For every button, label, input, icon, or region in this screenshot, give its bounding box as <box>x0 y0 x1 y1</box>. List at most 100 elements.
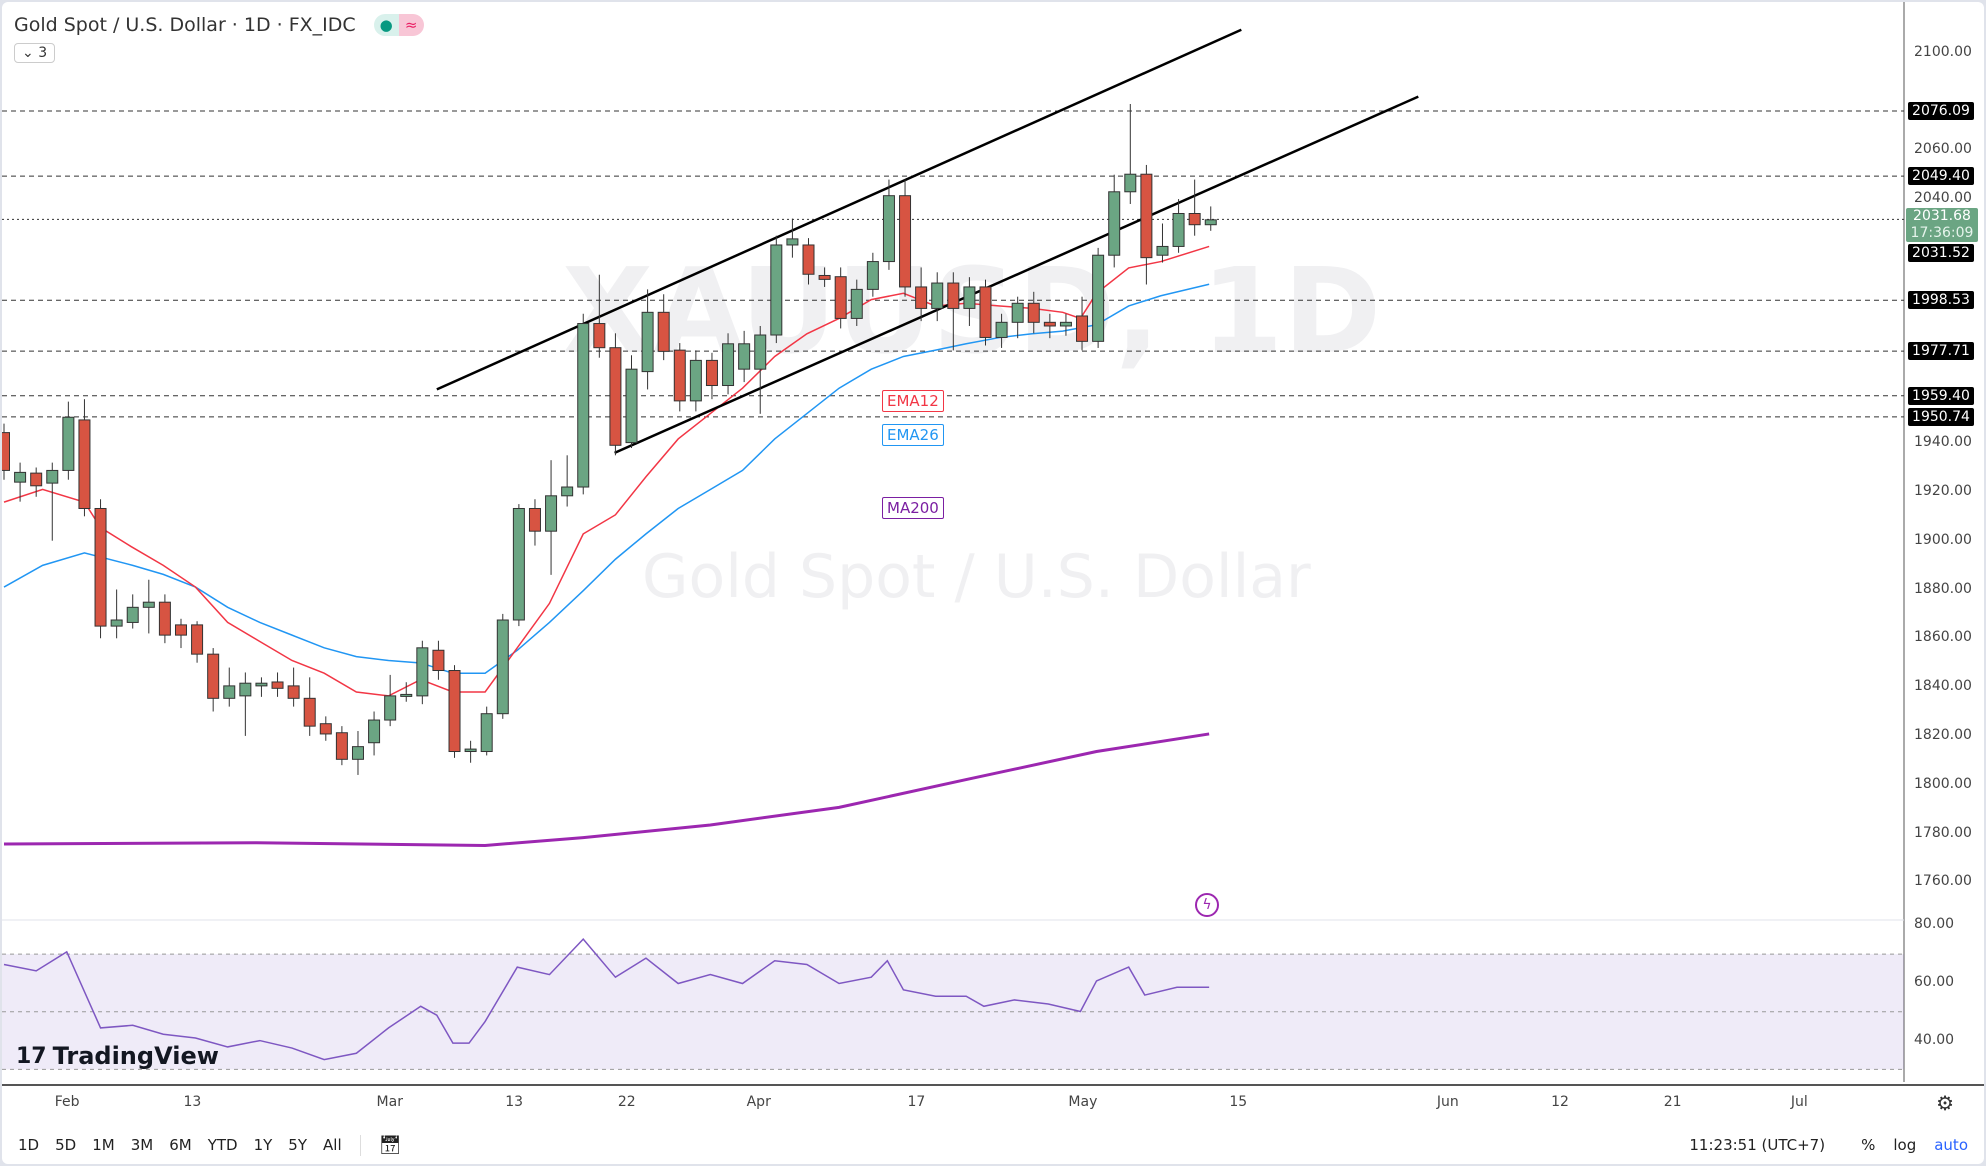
candle-down <box>158 601 171 636</box>
level-price-label: 2049.40 <box>1908 167 1974 186</box>
rsi-tick: 60.00 <box>1914 973 1955 990</box>
candle-up <box>464 748 477 753</box>
indicators-toggle[interactable]: ⌄ 3 <box>14 43 56 63</box>
ema26-label[interactable]: EMA26 <box>882 424 944 446</box>
symbol-title[interactable]: Gold Spot / U.S. Dollar · 1D · FX_IDC <box>14 14 356 36</box>
settings-gear-icon[interactable]: ⚙ <box>1936 1091 1954 1115</box>
date-range-icon[interactable]: 📅︎ <box>359 1134 401 1156</box>
auto-toggle[interactable]: auto <box>1934 1136 1968 1154</box>
time-tick: 17 <box>907 1094 926 1110</box>
range-1d[interactable]: 1D <box>18 1136 40 1154</box>
candle-up <box>255 682 268 687</box>
trend-channel-line <box>614 95 1419 455</box>
candle-up <box>754 334 767 370</box>
candle-down <box>979 286 992 338</box>
market-open-icon: ● <box>373 14 399 36</box>
candle-up <box>14 471 27 483</box>
tv-logo-icon: 𝟭𝟳 <box>16 1043 47 1069</box>
level-price-label: 2076.09 <box>1908 102 1974 121</box>
bar-countdown: 17:36:09 <box>1910 225 1974 242</box>
candle-up <box>641 311 654 373</box>
candle-down <box>191 624 204 655</box>
candle-down <box>1188 212 1201 226</box>
candle-up <box>239 682 252 697</box>
candle-down <box>1140 173 1153 259</box>
candle-down <box>207 653 220 699</box>
rsi-tick: 80.00 <box>1914 916 1955 933</box>
time-tick: Apr <box>746 1094 771 1110</box>
time-tick: 13 <box>505 1094 524 1110</box>
delayed-data-icon: ≈ <box>398 14 424 36</box>
price-tick: 1860.00 <box>1914 629 1972 646</box>
ema26-line <box>3 283 1210 674</box>
candle-up <box>496 619 509 715</box>
price-tick: 1840.00 <box>1914 678 1972 695</box>
candle-down <box>899 195 912 288</box>
range-3m[interactable]: 3M <box>130 1136 154 1154</box>
tradingview-logo[interactable]: 𝟭𝟳 TradingView <box>16 1042 219 1070</box>
time-tick: Jun <box>1436 1094 1459 1110</box>
candle-down <box>335 732 348 760</box>
price-chart[interactable] <box>2 2 1984 1082</box>
candle-down <box>174 624 187 636</box>
candle-down <box>1076 315 1089 342</box>
candle-up <box>142 601 155 608</box>
range-1y[interactable]: 1Y <box>253 1136 273 1154</box>
lightning-icon[interactable]: ϟ <box>1195 893 1219 917</box>
percent-toggle[interactable]: % <box>1861 1136 1876 1154</box>
candle-up <box>689 359 702 402</box>
range-5y[interactable]: 5Y <box>288 1136 308 1154</box>
candle-up <box>722 343 735 387</box>
candle-up <box>223 685 236 699</box>
candle-up <box>1011 302 1024 323</box>
time-tick: May <box>1068 1094 1098 1110</box>
price-tick: 1900.00 <box>1914 531 1972 548</box>
range-all[interactable]: All <box>323 1136 342 1154</box>
candle-down <box>528 507 541 532</box>
time-tick: Jul <box>1790 1094 1808 1110</box>
price-tick: 1880.00 <box>1914 580 1972 597</box>
candle-up <box>1156 245 1169 256</box>
range-ytd[interactable]: YTD <box>207 1136 238 1154</box>
range-5d[interactable]: 5D <box>55 1136 77 1154</box>
candle-down <box>802 244 815 275</box>
candle-up <box>384 695 397 721</box>
candle-up <box>850 288 863 319</box>
candle-down <box>657 311 670 352</box>
candle-up <box>126 606 139 623</box>
log-toggle[interactable]: log <box>1893 1136 1917 1154</box>
candle-down <box>915 286 928 309</box>
candle-down <box>432 649 445 672</box>
range-6m[interactable]: 6M <box>169 1136 192 1154</box>
time-tick: 13 <box>183 1094 202 1110</box>
chevron-down-icon: ⌄ <box>22 45 39 61</box>
level-price-label: 1959.40 <box>1908 386 1974 405</box>
status-pill[interactable]: ● ≈ <box>373 14 424 36</box>
level-price-label: 1977.71 <box>1908 342 1974 361</box>
candle-up <box>512 507 525 621</box>
candle-up <box>416 647 429 697</box>
price-tick: 1760.00 <box>1914 873 1972 890</box>
current-price: 2031.68 <box>1913 208 1971 225</box>
indicators-count: 3 <box>38 45 48 61</box>
range-1m[interactable]: 1M <box>92 1136 115 1154</box>
candle-up <box>1059 321 1072 327</box>
time-axis[interactable]: ⚙ Feb 13 Mar 13 22 Apr 17 May 15 Jun 12 21 Jul <box>2 1084 1984 1118</box>
clock-timezone[interactable]: 11:23:51 (UTC+7) <box>1689 1136 1826 1154</box>
candle-up <box>1092 254 1105 342</box>
chart-header: Gold Spot / U.S. Dollar · 1D · FX_IDC ● … <box>14 14 424 36</box>
candle-down <box>2 432 10 471</box>
current-price-label: 2031.68 17:36:09 <box>1906 208 1978 243</box>
candle-up <box>480 713 493 753</box>
candle-up <box>62 416 75 471</box>
candle-up <box>110 619 123 627</box>
candle-up <box>577 323 590 488</box>
candle-down <box>303 697 316 727</box>
ema12-label[interactable]: EMA12 <box>882 390 944 412</box>
rsi-line <box>3 938 1210 1061</box>
candle-up <box>400 693 413 697</box>
ma200-label[interactable]: MA200 <box>882 497 944 519</box>
candle-down <box>94 507 107 627</box>
candle-up <box>882 195 895 263</box>
